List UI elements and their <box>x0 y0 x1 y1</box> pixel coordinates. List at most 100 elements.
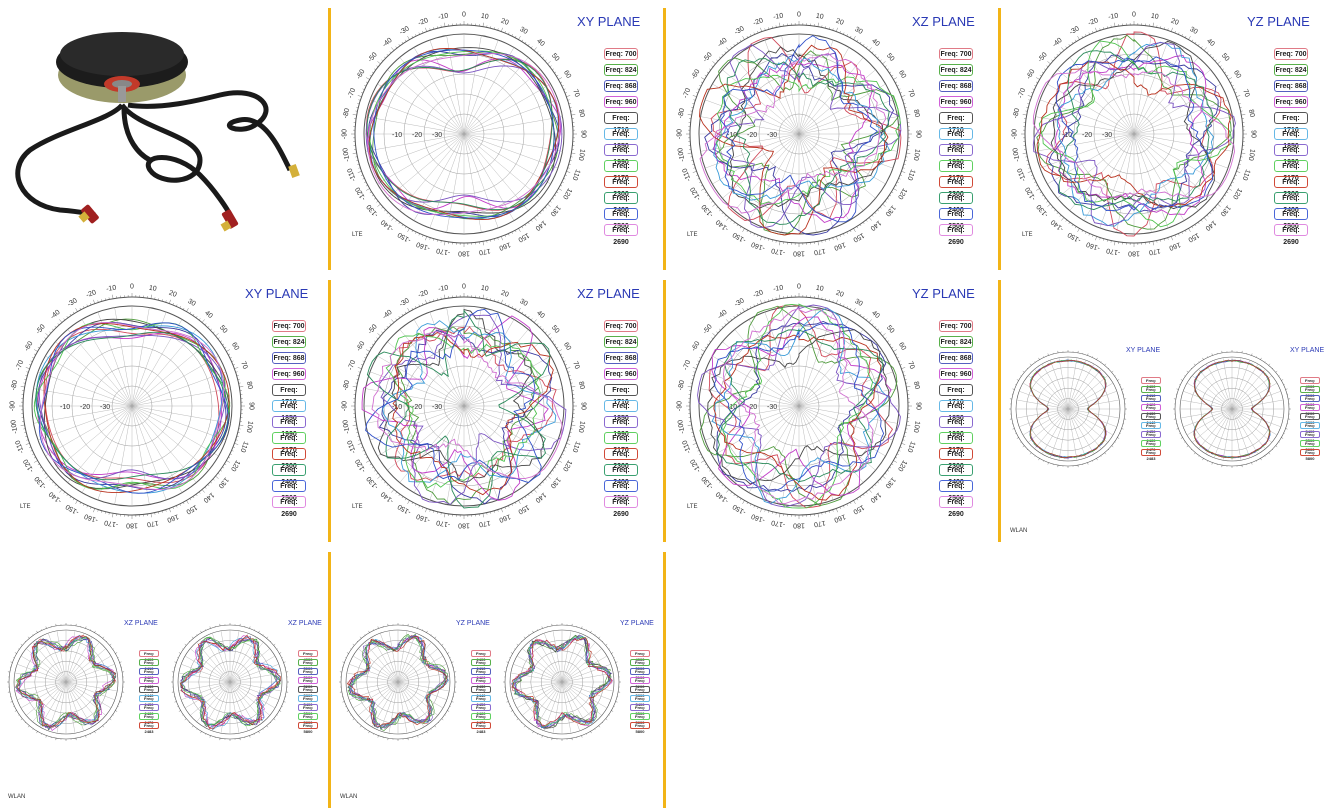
polar-tick <box>740 39 742 42</box>
polar-spoke <box>1057 69 1135 135</box>
polar-tick <box>25 375 28 377</box>
polar-tick <box>482 513 484 518</box>
polar-tick <box>594 634 596 636</box>
polar-tick <box>862 44 865 46</box>
polar-tick <box>429 509 431 512</box>
polar-tick <box>901 171 906 173</box>
polar-tick <box>374 197 376 200</box>
angle-tick-label: 80 <box>912 381 920 390</box>
polar-tick <box>709 197 711 200</box>
angle-tick-label: -150 <box>397 502 413 515</box>
polar-tick <box>506 701 509 703</box>
polar-tick <box>1104 363 1107 366</box>
angle-tick-label: 170 <box>478 519 491 528</box>
polar-tick <box>195 316 198 318</box>
angle-tick-label: -90 <box>10 401 17 411</box>
polar-tick <box>1281 437 1284 439</box>
polar-tick <box>1214 206 1217 209</box>
ring-label: -20 <box>1082 132 1092 139</box>
polar-tick <box>849 502 852 505</box>
polar-tick <box>884 200 887 203</box>
polar-tick <box>871 486 874 489</box>
polar-spoke <box>463 35 482 135</box>
polar-tick <box>697 450 700 452</box>
polar-tick <box>174 701 177 703</box>
polar-spoke <box>561 672 614 683</box>
angle-tick-label: 70 <box>571 88 580 98</box>
angle-tick-label: -130 <box>1036 203 1050 218</box>
polar-spoke <box>781 307 800 407</box>
polar-tick <box>115 652 118 654</box>
polar-tick <box>541 735 543 738</box>
angle-tick-label: 160 <box>1168 241 1181 252</box>
polar-tick <box>377 626 379 629</box>
legend-entry: Freq: 2170 <box>939 160 973 182</box>
polar-tick <box>843 304 845 307</box>
plot-title: YZ PLANE <box>620 620 654 627</box>
polar-tick <box>887 340 889 343</box>
polar-spoke <box>346 672 399 683</box>
polar-spoke <box>369 371 465 407</box>
polar-tick <box>407 228 410 232</box>
angle-tick-label: -100 <box>1012 147 1021 162</box>
polar-tick <box>859 496 862 499</box>
polar-tick <box>270 640 272 642</box>
polar-tick <box>79 502 82 505</box>
polar-tick <box>1152 241 1154 246</box>
polar-tick <box>361 92 364 94</box>
angle-tick-label: 180 <box>126 522 138 529</box>
polar-spoke <box>798 133 817 233</box>
polar-tick <box>376 472 379 475</box>
polar-tick <box>760 299 762 304</box>
polar-tick <box>1036 188 1040 191</box>
polar-spoke <box>229 642 264 683</box>
polar-tick <box>178 652 181 654</box>
polar-tick <box>1016 379 1019 381</box>
polar-chart: 0 102030405060708090100110120130140150160… <box>342 12 587 257</box>
polar-spoke <box>1183 391 1233 410</box>
polar-tick <box>704 75 707 77</box>
polar-tick <box>730 219 733 222</box>
polar-tick <box>521 39 523 42</box>
plot-title: XY PLANE <box>1290 347 1325 354</box>
angle-tick-label: 20 <box>500 290 510 299</box>
polar-tick <box>49 478 52 481</box>
polar-tick <box>764 28 766 31</box>
plot-title: XZ PLANE <box>288 620 322 627</box>
plot-title: YZ PLANE <box>912 286 975 301</box>
polar-tick <box>895 456 898 459</box>
polar-spoke <box>463 133 499 229</box>
angle-tick-label: 160 <box>498 513 511 524</box>
polar-tick <box>736 496 739 499</box>
polar-spoke <box>1083 133 1135 221</box>
series-trace <box>711 316 892 497</box>
polar-tick <box>1027 163 1030 165</box>
polar-tick <box>196 634 198 636</box>
polar-spoke <box>131 307 150 407</box>
polar-tick <box>1191 39 1193 42</box>
polar-tick <box>283 701 286 703</box>
polar-spoke <box>37 371 133 407</box>
polar-chart <box>1009 350 1291 468</box>
series-trace <box>722 303 874 509</box>
polar-spoke <box>561 681 611 700</box>
polar-tick <box>899 174 902 176</box>
polar-tick <box>27 636 30 639</box>
polar-tick <box>520 640 522 642</box>
polar-tick <box>518 36 521 40</box>
polar-tick <box>742 308 745 312</box>
polar-tick <box>523 725 526 728</box>
polar-spoke <box>190 681 231 716</box>
polar-tick <box>895 353 898 356</box>
polar-tick <box>73 498 75 501</box>
polar-tick <box>401 41 404 44</box>
polar-tick <box>384 56 386 59</box>
polar-tick <box>566 367 571 369</box>
angle-tick-label: -110 <box>347 439 358 454</box>
polar-spoke <box>798 69 876 135</box>
angle-tick-label: -80 <box>342 108 351 119</box>
polar-tick <box>112 513 114 518</box>
polar-tick <box>112 294 114 299</box>
polar-tick <box>704 463 707 465</box>
polar-spoke <box>561 681 608 709</box>
